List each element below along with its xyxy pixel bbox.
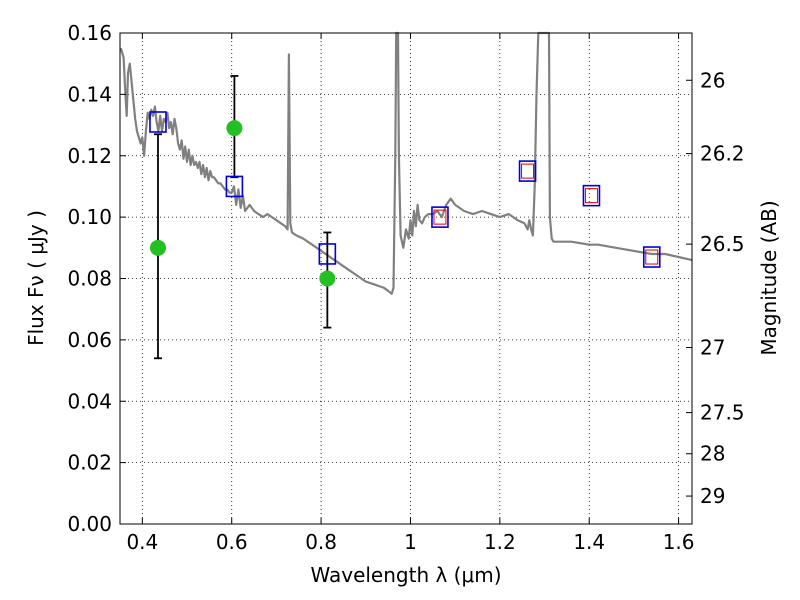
y-tick-label: 0.08 <box>67 267 112 291</box>
x-tick-label: 1.2 <box>484 530 516 554</box>
y2-tick-label: 26 <box>700 68 725 92</box>
y-tick-label: 0.00 <box>67 512 112 536</box>
spectrum-layer <box>119 31 693 295</box>
y2-tick-label: 29 <box>700 484 725 508</box>
band-flux-square <box>642 246 661 268</box>
band-flux-square <box>582 184 601 207</box>
y2-tick-label: 26.5 <box>700 232 745 256</box>
grid-lines <box>120 33 692 524</box>
band-flux-inner-square <box>433 209 447 225</box>
band-flux-square <box>318 243 337 265</box>
band-flux-inner-square <box>584 188 598 204</box>
y-tick-label: 0.16 <box>67 21 112 45</box>
model-spectrum-line <box>119 31 693 295</box>
x-tick-label: 0.6 <box>216 530 248 554</box>
y2-tick-label: 27.5 <box>700 401 745 425</box>
y2-tick-label: 28 <box>700 442 725 466</box>
observed-point <box>149 239 166 256</box>
y2-tick-label: 26.2 <box>700 142 745 166</box>
x-axis-label: Wavelength λ (μm) <box>310 563 501 587</box>
band-flux-square <box>225 175 244 198</box>
y2-tick-label: 27 <box>700 336 725 360</box>
y-tick-label: 0.04 <box>67 389 112 413</box>
plot-frame <box>119 32 693 525</box>
x-tick-label: 0.8 <box>305 530 337 554</box>
band-flux-inner-square <box>645 249 659 265</box>
y2-ticks: 26 26.2 26.5 27 27.5 28 29 <box>686 68 745 508</box>
y-tick-label: 0.14 <box>67 82 112 106</box>
x-tick-label: 0.4 <box>126 530 158 554</box>
band-flux-inner-square <box>521 163 535 179</box>
band-flux-square <box>518 160 537 182</box>
band-flux-square <box>431 206 449 228</box>
observed-point <box>319 270 336 287</box>
y-tick-label: 0.06 <box>67 328 112 352</box>
observed-point <box>226 120 243 137</box>
y-tick-label: 0.10 <box>67 205 112 229</box>
marker-layer <box>149 111 661 287</box>
x-ticks: 0.4 0.6 0.8 1 1.2 1.4 1.6 <box>126 33 695 554</box>
x-tick-label: 1.4 <box>573 530 605 554</box>
y-axis-label: Flux Fν ( μJy ) <box>24 210 48 346</box>
x-tick-label: 1.6 <box>663 530 695 554</box>
y-tick-label: 0.12 <box>67 144 112 168</box>
y-ticks: 0.00 0.02 0.04 0.06 0.08 0.10 0.12 0.14 0.16 <box>67 21 126 536</box>
band-flux-square <box>149 111 167 133</box>
y2-axis-label: Magnitude (AB) <box>757 200 781 355</box>
y-tick-label: 0.02 <box>67 451 112 475</box>
x-tick-label: 1 <box>404 530 417 554</box>
